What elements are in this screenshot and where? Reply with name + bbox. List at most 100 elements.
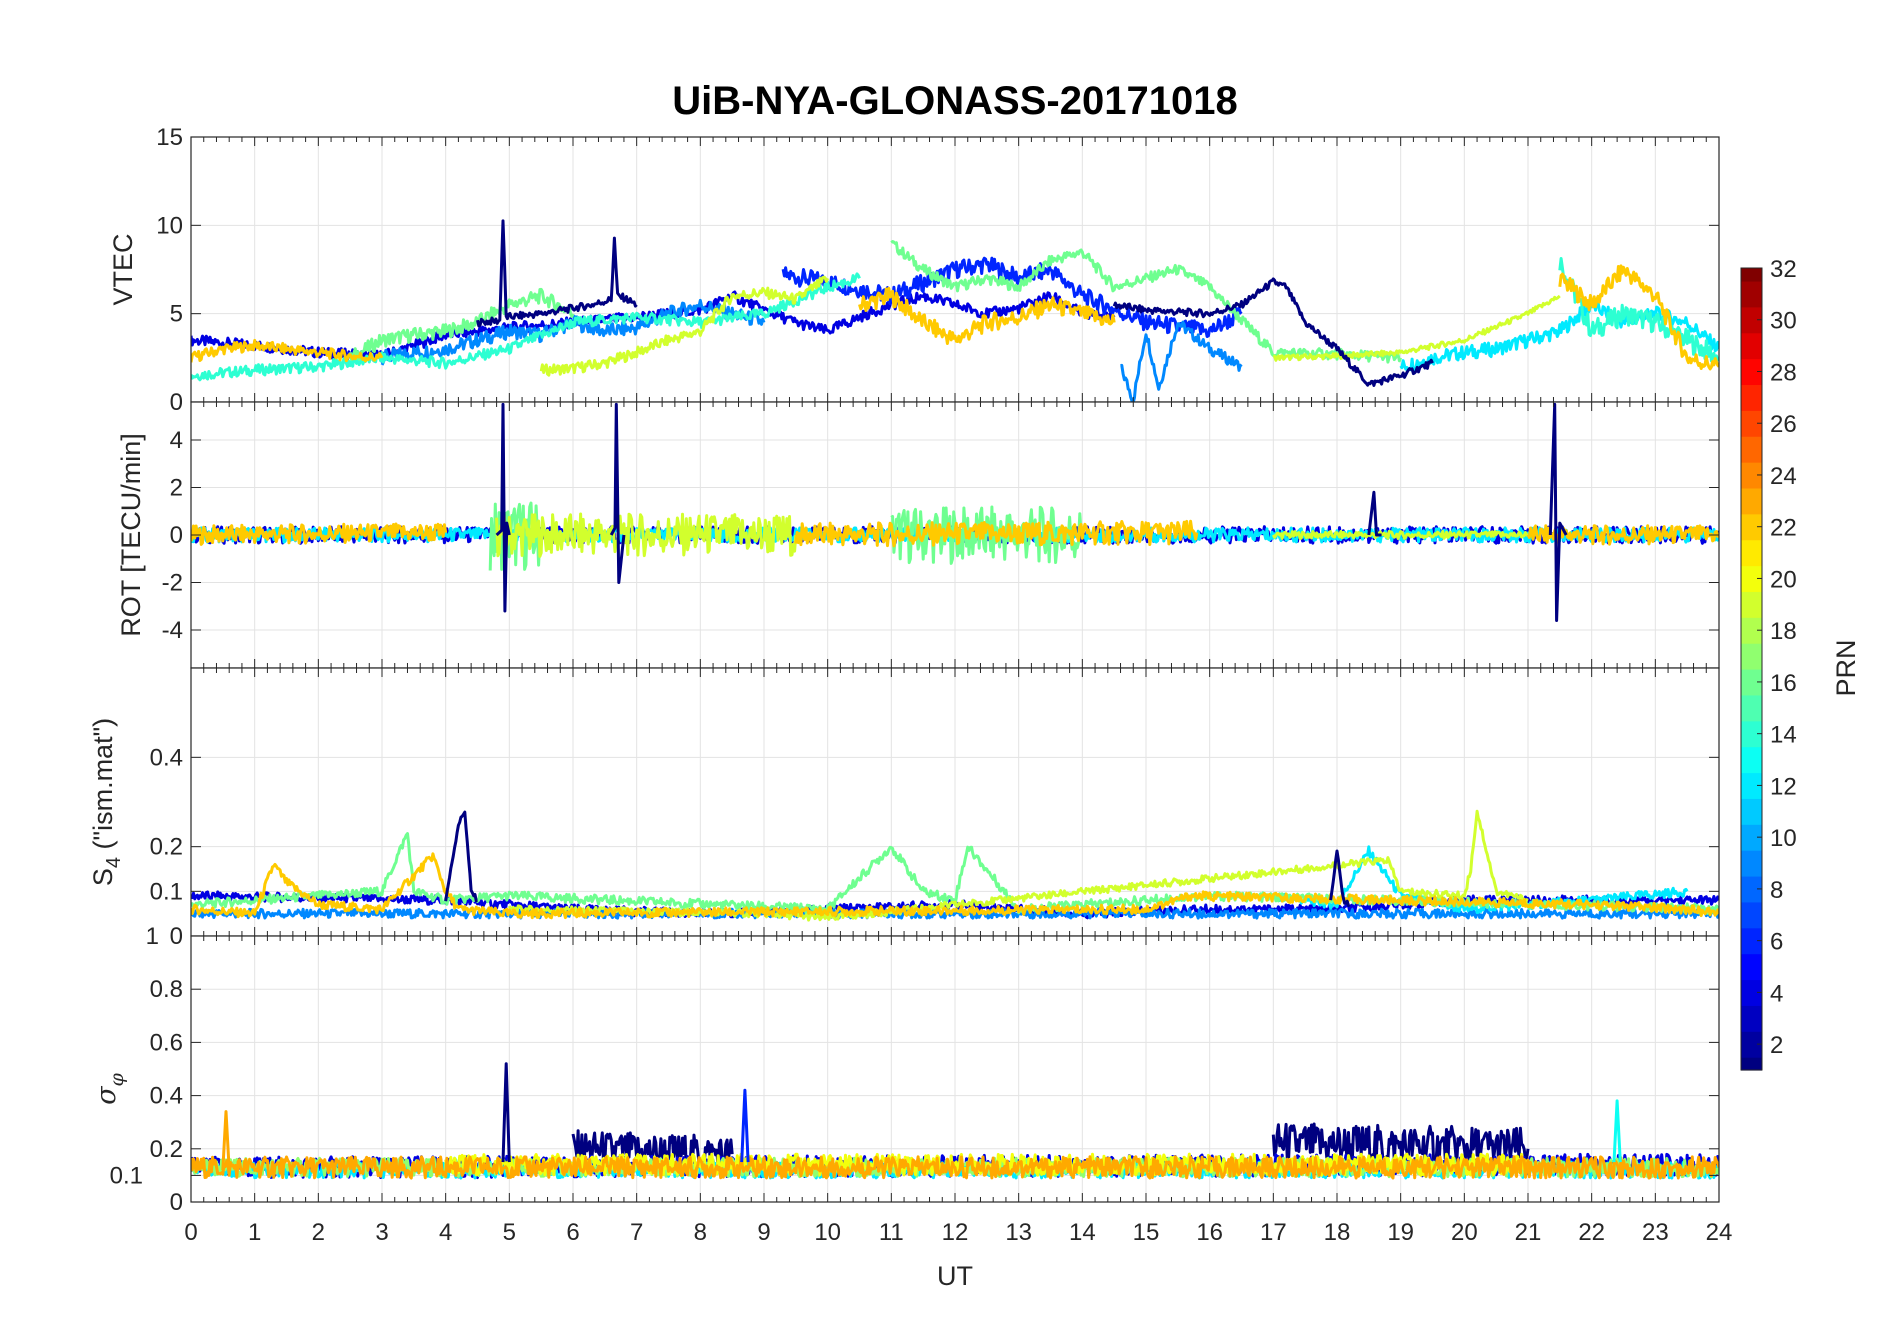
y-tick-label: 15	[156, 124, 183, 151]
colorbar-band-prn-18	[1741, 617, 1762, 644]
series-group	[191, 402, 1719, 622]
x-tick-label: 2	[312, 1219, 325, 1246]
colorbar-band-prn-20	[1741, 565, 1762, 592]
x-tick-label: 3	[375, 1219, 388, 1246]
series-group	[191, 1062, 1719, 1180]
y-tick-label: -2	[162, 570, 183, 597]
x-tick-label: 21	[1515, 1219, 1542, 1246]
y-axis-label: S4 ("ism.mat")	[88, 718, 125, 886]
colorbar-tick-label: 30	[1770, 308, 1797, 335]
x-tick-label: 15	[1133, 1219, 1160, 1246]
colorbar-band-prn-9	[1741, 850, 1762, 877]
x-tick-label: 13	[1005, 1219, 1032, 1246]
x-tick-label: 10	[814, 1219, 841, 1246]
panel-3: 0 0.1 0.2 0.4 0.6 0.8 1 σφ	[91, 923, 1720, 1216]
colorbar-band-prn-27	[1741, 384, 1762, 411]
series-group	[191, 219, 1719, 402]
colorbar-band-prn-19	[1741, 591, 1762, 618]
y-tick-label: 0	[170, 923, 183, 950]
colorbar-band-prn-1	[1741, 1057, 1762, 1071]
colorbar-band-prn-32	[1741, 268, 1762, 282]
colorbar-band-prn-23	[1741, 487, 1762, 515]
x-tick-label: 19	[1387, 1219, 1414, 1246]
y-tick-label: 5	[170, 301, 183, 328]
series-prn-1	[1548, 402, 1568, 622]
series-prn-16	[890, 240, 1403, 364]
x-tick-label: 7	[630, 1219, 643, 1246]
colorbar-band-prn-7	[1741, 901, 1762, 929]
colorbar-band-prn-17	[1741, 643, 1762, 670]
y-axis-label: ROT [TECU/min]	[116, 433, 146, 637]
x-tick-label: 18	[1324, 1219, 1351, 1246]
chart-title: UiB-NYA-GLONASS-20171018	[672, 79, 1237, 123]
series-prn-22	[191, 522, 448, 546]
colorbar-band-prn-11	[1741, 798, 1762, 825]
colorbar-band-prn-24	[1741, 462, 1762, 489]
colorbar-band-prn-13	[1741, 746, 1762, 774]
colorbar-band-prn-21	[1741, 539, 1762, 567]
x-tick-label: 5	[503, 1219, 516, 1246]
colorbar-band-prn-6	[1741, 927, 1762, 955]
colorbar-tick-label: 8	[1770, 877, 1783, 904]
x-tick-label: 14	[1069, 1219, 1096, 1246]
colorbar-band-prn-15	[1741, 694, 1762, 722]
panel-1: -4 -2 0 2 4 ROT [TECU/min]	[116, 401, 1720, 669]
x-tick-label: 23	[1642, 1219, 1669, 1246]
y-tick-label: 1	[146, 923, 159, 950]
colorbar-band-prn-8	[1741, 875, 1762, 903]
y-tick-label: 0.4	[150, 744, 183, 771]
y-tick-label: 0.1	[110, 1162, 143, 1189]
colorbar-band-prn-3	[1741, 1005, 1762, 1032]
series-prn-22	[794, 519, 1199, 548]
x-tick-label: 1	[248, 1219, 261, 1246]
series-prn-19	[1271, 530, 1529, 541]
series-prn-23	[221, 1110, 231, 1171]
series-prn-9	[191, 907, 1719, 920]
series-prn-13	[1612, 1099, 1622, 1163]
y-tick-label: 0.2	[150, 1136, 183, 1163]
colorbar-label: PRN	[1831, 639, 1861, 696]
x-tick-label: 22	[1578, 1219, 1605, 1246]
colorbar-band-prn-16	[1741, 669, 1762, 696]
colorbar-band-prn-28	[1741, 358, 1762, 386]
colorbar-tick-label: 32	[1770, 256, 1797, 283]
x-tick-label: 4	[439, 1219, 452, 1246]
series-prn-12	[191, 526, 1719, 544]
x-tick-label: 8	[694, 1219, 707, 1246]
colorbar-band-prn-12	[1741, 772, 1762, 799]
y-tick-label: 0.1	[150, 878, 183, 905]
series-prn-19	[539, 275, 830, 377]
series-prn-14	[1558, 257, 1719, 365]
y-tick-label: 0	[170, 389, 183, 416]
colorbar-band-prn-26	[1741, 410, 1762, 437]
colorbar-tick-label: 22	[1770, 515, 1797, 542]
colorbar-tick-label: 20	[1770, 566, 1797, 593]
series-prn-1	[1112, 277, 1434, 387]
series-prn-22	[1558, 264, 1719, 371]
y-tick-label: 0	[170, 522, 183, 549]
x-tick-label: 6	[566, 1219, 579, 1246]
series-prn-22	[858, 286, 1116, 345]
colorbar-band-prn-31	[1741, 280, 1762, 308]
y-axis-label: VTEC	[108, 233, 138, 305]
x-tick-label: 20	[1451, 1219, 1478, 1246]
x-tick-label: 0	[184, 1219, 197, 1246]
y-axis-label: σφ	[91, 1072, 128, 1104]
colorbar-tick-label: 24	[1770, 463, 1797, 490]
series-prn-6	[740, 1088, 750, 1163]
colorbar-band-prn-25	[1741, 436, 1762, 463]
colorbar-tick-label: 18	[1770, 618, 1797, 645]
colorbar-band-prn-30	[1741, 306, 1762, 334]
panel-2: 0 0.1 0.2 0.4 S4 ("ism.mat")	[88, 667, 1720, 950]
x-tick-label: 24	[1706, 1219, 1733, 1246]
colorbar-tick-label: 16	[1770, 670, 1797, 697]
colorbar-tick-label: 10	[1770, 825, 1797, 852]
y-tick-label: 10	[156, 212, 183, 239]
y-tick-label: 0.6	[150, 1029, 183, 1056]
series-prn-9	[1120, 320, 1243, 402]
x-tick-label: 12	[942, 1219, 969, 1246]
series-prn-1	[609, 402, 626, 584]
y-tick-label: 0.4	[150, 1083, 183, 1110]
colorbar-tick-label: 26	[1770, 411, 1797, 438]
